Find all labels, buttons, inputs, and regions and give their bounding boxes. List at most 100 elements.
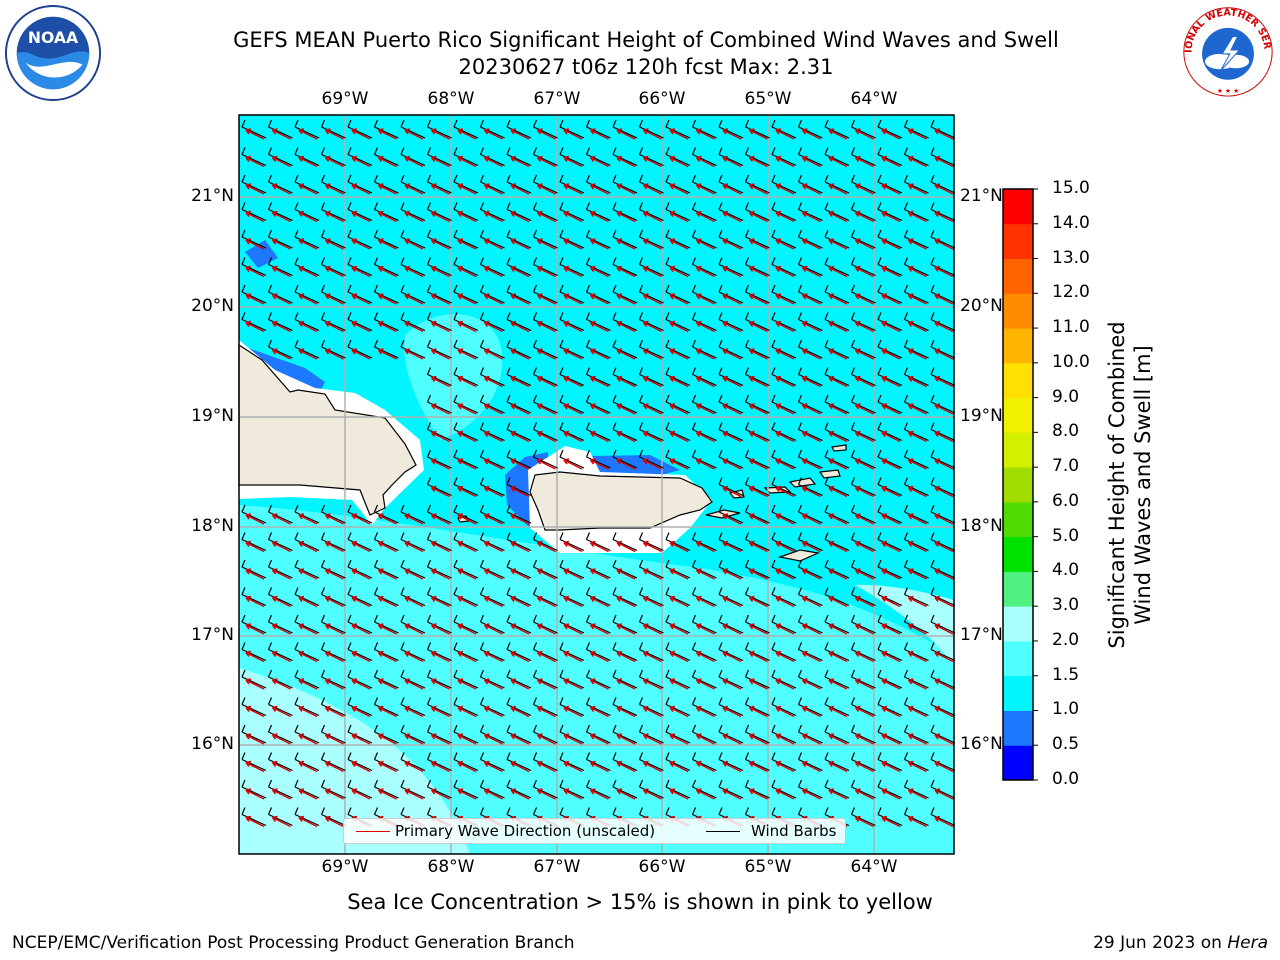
wind-vector-599: [267, 779, 293, 800]
wave-direction-arrow: [854, 265, 874, 278]
wind-barb: [347, 614, 373, 634]
wave-direction-arrow: [775, 375, 795, 388]
wind-vector-59: [373, 174, 399, 195]
wave-direction-arrow: [324, 568, 344, 580]
wave-direction-arrow: [934, 678, 954, 690]
wave-direction-arrow: [589, 678, 609, 690]
wind-vector-180: [718, 284, 744, 305]
wave-direction-arrow: [245, 568, 265, 580]
wind-vector-89: [453, 202, 479, 223]
wave-direction-arrow: [616, 320, 636, 333]
wind-barb: [426, 779, 452, 799]
wave-direction-arrow: [324, 293, 344, 305]
wave-direction-arrow: [775, 293, 795, 305]
wave-direction-arrow: [536, 760, 556, 773]
wind-barb: [320, 642, 346, 662]
wave-direction-arrow: [298, 348, 318, 360]
colorbar-tick-label: 9.0: [1052, 386, 1080, 407]
wave-direction-arrow: [669, 155, 689, 168]
wind-barb: [797, 202, 823, 222]
wind-vector-481: [718, 642, 744, 663]
wave-direction-arrow: [589, 568, 609, 580]
wind-vector-368: [585, 532, 611, 553]
wind-barb: [506, 614, 532, 634]
wave-direction-arrow: [722, 155, 742, 168]
wind-barb: [612, 147, 638, 167]
wind-vector-511: [797, 669, 823, 690]
wind-barb: [771, 779, 797, 799]
wind-barb: [506, 752, 532, 772]
wave-direction-arrow: [695, 210, 715, 223]
wave-direction-arrow: [828, 568, 848, 580]
wind-vector-51: [877, 147, 903, 168]
lat-tick-right: 17°N: [960, 625, 1003, 645]
wind-vector-504: [612, 669, 638, 690]
wind-vector-448: [559, 614, 585, 635]
wave-direction-arrow: [934, 458, 954, 470]
wind-vector-488: [903, 642, 929, 663]
wave-direction-arrow: [934, 320, 954, 333]
wind-vector-47: [771, 147, 797, 168]
wind-vector-580: [479, 752, 505, 773]
wind-vector-302: [426, 449, 452, 470]
wave-direction-arrow: [589, 458, 609, 470]
wave-direction-arrow: [881, 568, 901, 580]
wind-barb: [400, 532, 426, 552]
wind-barb: [426, 229, 452, 249]
wave-direction-arrow: [748, 595, 768, 608]
wave-direction-arrow: [589, 650, 609, 663]
wave-direction-arrow: [669, 238, 689, 250]
wave-fill-2m-east: [855, 584, 954, 665]
wave-direction-arrow: [695, 705, 715, 718]
wind-barb: [400, 587, 426, 607]
wave-direction-arrow: [510, 348, 530, 360]
wind-barb: [294, 504, 320, 524]
wind-barb: [718, 312, 744, 332]
wind-barb: [691, 202, 717, 222]
wind-vector-139: [347, 257, 373, 278]
wave-direction-arrow: [483, 595, 503, 608]
wave-direction-arrow: [589, 403, 609, 415]
wind-barb: [718, 724, 744, 744]
wave-direction-arrow: [881, 705, 901, 718]
wind-vector-316: [797, 449, 823, 470]
wave-direction-arrow: [351, 788, 371, 800]
wind-vector-75: [797, 174, 823, 195]
wind-barb: [930, 449, 956, 469]
wind-vector-352: [877, 504, 903, 525]
wind-barb: [400, 614, 426, 634]
wind-barb: [718, 202, 744, 222]
wave-direction-arrow: [881, 155, 901, 168]
wind-vector-485: [824, 642, 850, 663]
wind-barb: [400, 312, 426, 332]
wind-vector-93: [559, 202, 585, 223]
wind-barb: [638, 614, 664, 634]
wind-vector-261: [930, 367, 956, 388]
wind-vector-365: [506, 532, 532, 553]
wind-barb: [506, 229, 532, 249]
wind-barb: [453, 669, 479, 689]
wind-vector-168: [400, 284, 426, 305]
wave-direction-arrow: [563, 623, 583, 635]
wind-vector-444: [453, 614, 479, 635]
wind-barb: [903, 779, 929, 799]
wave-direction-arrow: [669, 568, 689, 580]
st-croix-island: [777, 549, 821, 562]
wind-barb: [665, 642, 691, 662]
wind-barb: [638, 532, 664, 552]
wave-direction-arrow: [483, 403, 503, 415]
wind-barb: [824, 422, 850, 442]
wind-barb: [771, 394, 797, 414]
wind-vector-581: [506, 752, 532, 773]
wind-barb: [850, 614, 876, 634]
wind-vector-159: [877, 257, 903, 278]
wave-direction-arrow: [430, 128, 450, 140]
wave-direction-arrow: [642, 595, 662, 608]
wind-vector-357: [294, 532, 320, 553]
wind-vector-550: [400, 724, 426, 745]
wave-direction-arrow: [245, 595, 265, 608]
wind-barb: [532, 422, 558, 442]
wind-barb: [426, 394, 452, 414]
wave-direction-arrow: [483, 430, 503, 443]
wave-direction-arrow: [828, 705, 848, 718]
